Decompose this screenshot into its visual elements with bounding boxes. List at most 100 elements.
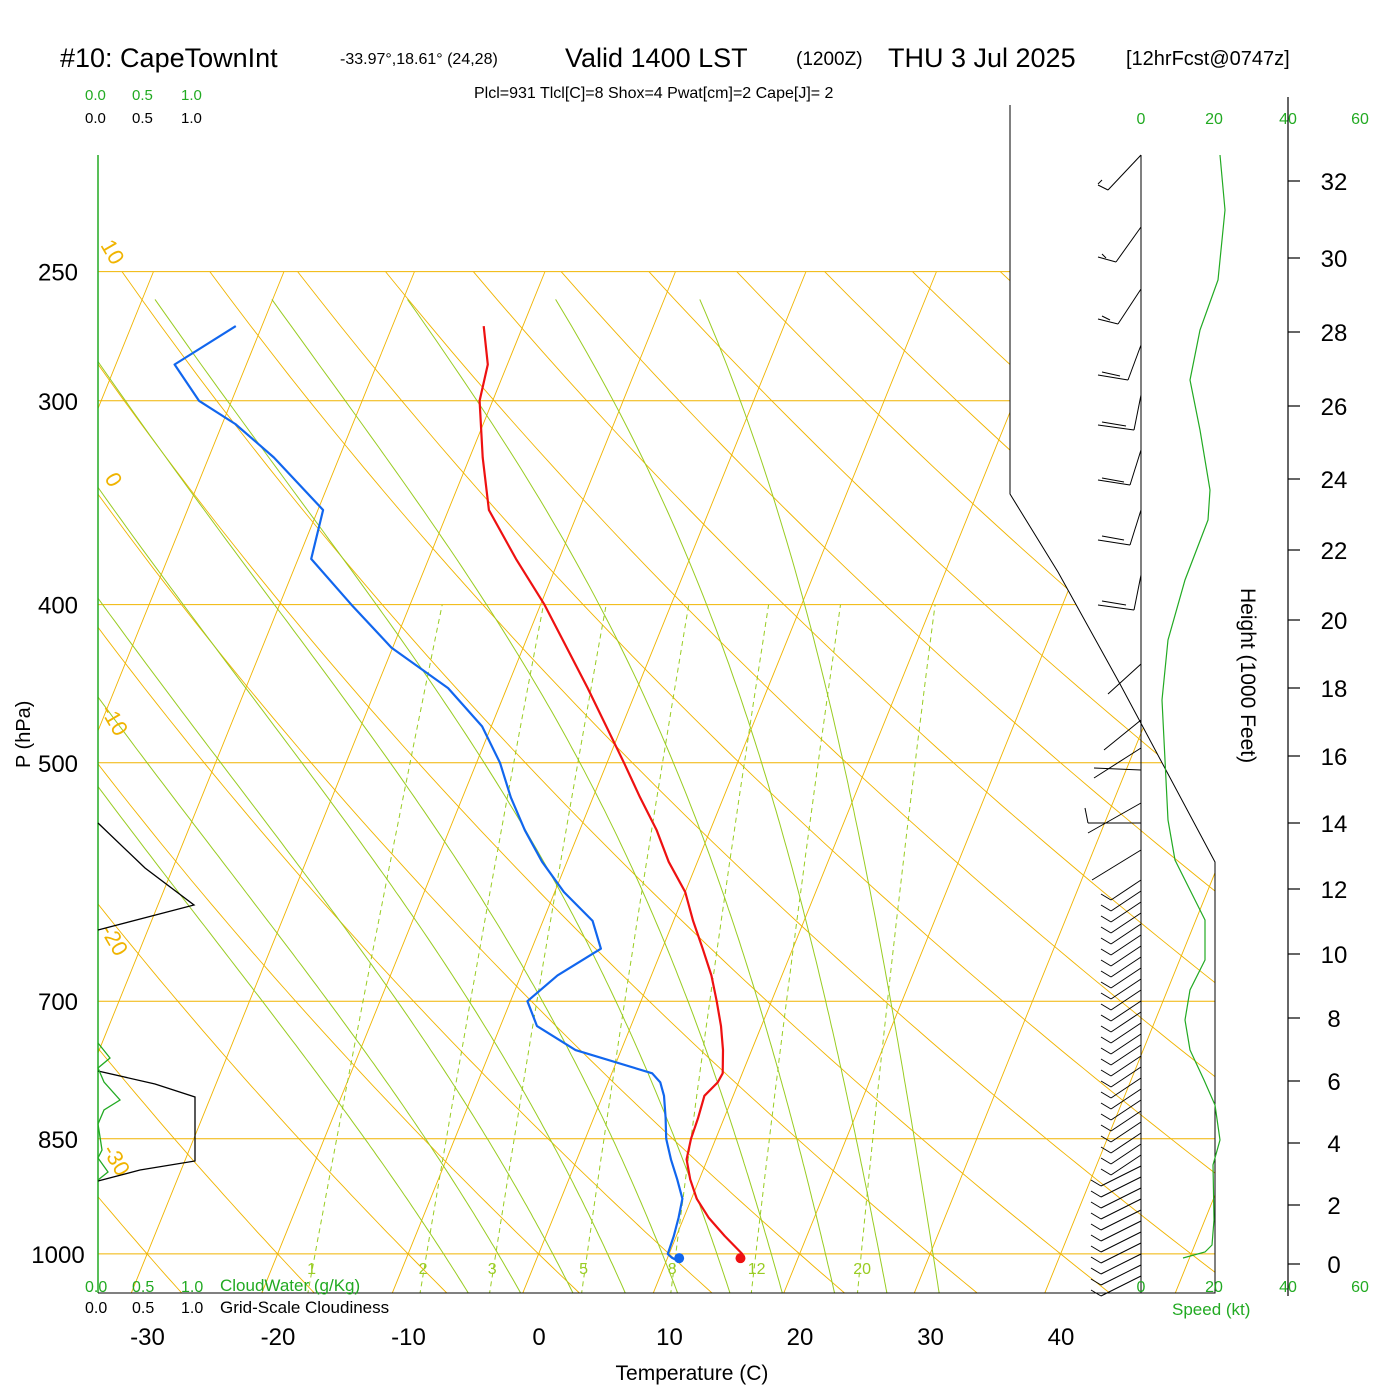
wind-barb-feather xyxy=(1101,600,1127,606)
isotherm-label: 0 xyxy=(1005,327,1030,354)
moist-adiabat xyxy=(98,299,679,1293)
wind-barb xyxy=(1110,989,1142,1011)
isotherm xyxy=(1173,271,1215,1293)
wind-barb-feather xyxy=(1100,1135,1112,1143)
zulu-time: (1200Z) xyxy=(796,49,863,70)
station-title: #10: CapeTownInt xyxy=(60,43,278,73)
wind-barb xyxy=(1110,1000,1142,1022)
moist-adiabat xyxy=(98,299,627,1293)
cl-top-0: 0.0 xyxy=(85,110,106,127)
dry-adiabat xyxy=(121,271,1113,1293)
cw-bot-1: 1.0 xyxy=(181,1279,203,1296)
moist-adiabat xyxy=(555,299,888,1293)
wind-barb-feather xyxy=(1100,904,1112,912)
isotherm xyxy=(129,271,546,1293)
valid-date: THU 3 Jul 2025 xyxy=(888,43,1076,73)
cloud-scale-labels: 0.0 0.5 1.0 0.0 0.5 1.0 0.0 0.5 1.0 Clou… xyxy=(85,87,389,1317)
height-axis-title: Height (1000 Feet) xyxy=(1236,588,1259,763)
sounding-traces xyxy=(173,325,746,1264)
temperature-tick: 10 xyxy=(656,1324,683,1351)
height-tick-22: 22 xyxy=(1321,538,1348,565)
wind-barb-feather xyxy=(1090,1190,1102,1198)
wind-barb xyxy=(1115,226,1142,263)
isotherm-label: 10 xyxy=(96,235,130,269)
wind-barb xyxy=(1110,923,1142,945)
isotherm xyxy=(912,271,1215,1293)
isotherm xyxy=(521,271,937,1293)
dry-adiabat xyxy=(98,271,185,1293)
wind-barb-feather xyxy=(1100,1091,1112,1099)
wind-barb xyxy=(1100,1242,1142,1264)
dry-adiabat xyxy=(736,271,1215,1293)
wind-barbs xyxy=(1084,154,1142,1297)
speed-tick-bottom: 60 xyxy=(1351,1279,1369,1296)
dewpoint-trace xyxy=(173,325,684,1262)
wind-barb xyxy=(1103,719,1142,751)
pressure-tick-700: 700 xyxy=(38,989,78,1016)
cl-bot-05: 0.5 xyxy=(132,1300,154,1317)
wind-barb-feather xyxy=(1101,535,1125,541)
mixing-ratio-label: 3 xyxy=(488,1261,497,1278)
wind-barb-feather xyxy=(1100,1058,1112,1066)
height-tick-8: 8 xyxy=(1327,1006,1340,1033)
pressure-tick-300: 300 xyxy=(38,389,78,416)
wind-barb xyxy=(1110,1011,1142,1033)
wind-barb-feather xyxy=(1090,1256,1102,1264)
wind-barb-feather xyxy=(1090,1278,1102,1286)
isotherm xyxy=(260,271,676,1293)
wind-barb-feather xyxy=(1097,184,1109,191)
pressure-tick-400: 400 xyxy=(38,593,78,620)
cloudiness-profile-upper xyxy=(97,822,196,931)
height-tick-2: 2 xyxy=(1327,1193,1340,1220)
cloudiness-label: Grid-Scale Cloudiness xyxy=(220,1298,389,1317)
wind-barb-feather xyxy=(1097,318,1119,325)
wind-barb-feather xyxy=(1101,315,1111,321)
height-tick-12: 12 xyxy=(1321,877,1348,904)
height-tick-24: 24 xyxy=(1321,467,1348,494)
temperature-axis: -30 -20 -10 0 10 20 30 40 xyxy=(130,1324,1074,1351)
isotherm xyxy=(390,271,807,1293)
wind-barb-feather xyxy=(1100,1168,1112,1176)
wind-barb-feather xyxy=(1100,926,1112,934)
dry-adiabat xyxy=(98,271,317,1293)
wind-barb xyxy=(1110,1132,1142,1154)
temperature-surface-marker xyxy=(735,1253,746,1264)
wind-barb-feather xyxy=(1090,1201,1102,1209)
wind-barb xyxy=(1110,967,1142,989)
wind-barb xyxy=(1100,1198,1142,1220)
dry-adiabat xyxy=(560,271,1215,1293)
wind-barb xyxy=(1110,1099,1142,1121)
wind-barb xyxy=(1110,945,1142,967)
dry-adiabat xyxy=(297,271,1215,1293)
wind-barb-feather xyxy=(1101,421,1127,427)
height-tick-32: 32 xyxy=(1321,169,1348,196)
wind-barb-feather xyxy=(1100,992,1112,1000)
temperature-trace xyxy=(478,325,744,1262)
temperature-tick: 40 xyxy=(1048,1324,1075,1351)
height-tick-14: 14 xyxy=(1321,811,1348,838)
isotherm xyxy=(98,271,285,1293)
wind-barb xyxy=(1110,956,1142,978)
cloudwater-profile xyxy=(97,1042,121,1181)
wind-barb-feather xyxy=(1090,1212,1102,1220)
wind-barb-feather xyxy=(1097,424,1135,431)
temperature-tick: -30 xyxy=(130,1324,165,1351)
wind-barb xyxy=(1110,890,1142,912)
wind-barb xyxy=(1100,1176,1142,1198)
height-tick-20: 20 xyxy=(1321,608,1348,635)
wind-barb-feather xyxy=(1100,1014,1112,1022)
wind-barb xyxy=(1110,1044,1142,1066)
wind-barb-feather xyxy=(1097,179,1103,185)
wind-barb-feather xyxy=(1100,1003,1112,1011)
isotherm-label: -30 xyxy=(98,1140,136,1180)
wind-barb-feather xyxy=(1100,1080,1112,1088)
wind-barb-feather xyxy=(1100,1124,1112,1132)
wind-barb-feather xyxy=(1090,1223,1102,1231)
dry-adiabat xyxy=(98,271,981,1293)
height-tick-26: 26 xyxy=(1321,394,1348,421)
cl-top-05: 0.5 xyxy=(132,110,153,127)
cl-bot-0: 0.0 xyxy=(85,1300,107,1317)
